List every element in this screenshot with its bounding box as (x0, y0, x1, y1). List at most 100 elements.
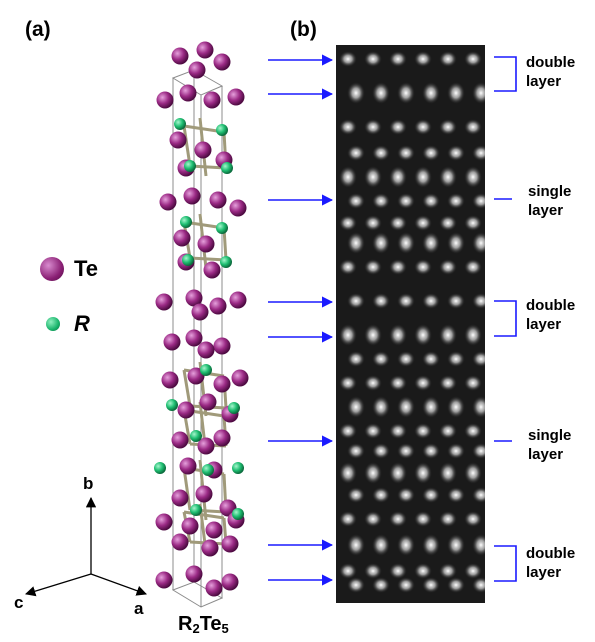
bond (182, 125, 192, 167)
te-atom (163, 333, 181, 351)
stem-spot (372, 293, 390, 309)
te-atom (227, 88, 245, 106)
te-atom (179, 457, 197, 475)
te-atom (203, 91, 221, 109)
stem-spot (464, 215, 482, 231)
stem-spot (447, 351, 465, 367)
te-atom (205, 521, 223, 539)
stem-spot (447, 293, 465, 309)
r-atom (232, 508, 244, 520)
te-atom (195, 485, 213, 503)
stem-spot (397, 293, 415, 309)
formula-sub-5: 5 (221, 621, 229, 636)
stem-spot (364, 119, 382, 135)
stem-spot (439, 166, 457, 188)
stem-spot (414, 563, 432, 579)
stem-spot (339, 51, 357, 67)
stem-spot (472, 82, 485, 104)
double-layer-bracket (494, 56, 517, 92)
stem-spot (364, 324, 382, 346)
stem-spot (347, 145, 365, 161)
stem-spot (339, 511, 357, 527)
layer-label-line1: double (526, 545, 576, 562)
stem-image (336, 45, 485, 603)
te-atom (194, 141, 212, 159)
te-atom (191, 303, 209, 321)
stem-spot (472, 487, 485, 503)
layer-label-line2: layer (528, 446, 564, 463)
layer-label-line2: layer (526, 564, 562, 581)
axis-c-arrow (25, 573, 92, 597)
layer-label-double-3: double layer (526, 544, 575, 582)
stem-spot (472, 145, 485, 161)
stem-spot (472, 193, 485, 209)
stem-spot (439, 51, 457, 67)
axis-label-c: c (14, 593, 24, 612)
te-atom (213, 375, 231, 393)
te-atom (209, 191, 227, 209)
stem-spot (422, 232, 440, 254)
te-atom (171, 533, 189, 551)
axis-label-a: a (134, 599, 144, 618)
te-atom (171, 431, 189, 449)
r-atom (221, 162, 233, 174)
stem-spot (364, 259, 382, 275)
stem-spot (414, 166, 432, 188)
stem-spot (472, 232, 485, 254)
stem-spot (439, 563, 457, 579)
stem-spot (472, 396, 485, 418)
stem-spot (422, 443, 440, 459)
stem-spot (339, 375, 357, 391)
legend-te-label: Te (74, 256, 99, 281)
stem-spot (422, 82, 440, 104)
formula-label: R2Te5 (178, 613, 229, 636)
stem-spot (464, 375, 482, 391)
layer-label-double-1: double layer (526, 53, 575, 91)
stem-lattice-image (339, 51, 485, 593)
double-layer-bracket (494, 545, 517, 582)
stem-spot (397, 145, 415, 161)
te-atom (187, 367, 205, 385)
stem-spot (397, 534, 415, 556)
stem-spot (439, 119, 457, 135)
stem-spot (364, 375, 382, 391)
stem-spot (372, 232, 390, 254)
te-atom (161, 371, 179, 389)
te-atom (183, 187, 201, 205)
formula-sub-2: 2 (192, 621, 200, 636)
legend-te: Te (40, 256, 98, 282)
layer-label-line2: layer (528, 202, 564, 219)
layer-label-line2: layer (526, 316, 562, 333)
formula-te: Te (199, 613, 222, 635)
te-atom (181, 517, 199, 535)
r-atom-icon (46, 317, 60, 331)
stem-spot (339, 423, 357, 439)
te-atom (229, 199, 247, 217)
layer-label-single-1: single layer (528, 182, 571, 220)
stem-spot (339, 563, 357, 579)
formula-r: R (178, 613, 193, 635)
te-atom (177, 401, 195, 419)
stem-spot (414, 423, 432, 439)
stem-spot (389, 51, 407, 67)
stem-spot (339, 259, 357, 275)
stem-spot (472, 577, 485, 593)
panel-label-a: (a) (25, 18, 51, 41)
stem-spot (347, 293, 365, 309)
stem-spot (389, 259, 407, 275)
te-atom (221, 535, 239, 553)
layer-label-single-2: single layer (528, 426, 571, 464)
stem-spot (372, 396, 390, 418)
stem-spot (364, 51, 382, 67)
layer-label-line1: single (528, 427, 572, 444)
te-atom (221, 573, 239, 591)
stem-spot (464, 462, 482, 484)
r-atom (190, 430, 202, 442)
stem-spot (439, 423, 457, 439)
stem-spot (439, 462, 457, 484)
te-atom (213, 337, 231, 355)
layer-label-double-2: double layer (526, 296, 575, 334)
te-atom (169, 131, 187, 149)
te-atom (171, 47, 189, 65)
te-atom (196, 41, 214, 59)
